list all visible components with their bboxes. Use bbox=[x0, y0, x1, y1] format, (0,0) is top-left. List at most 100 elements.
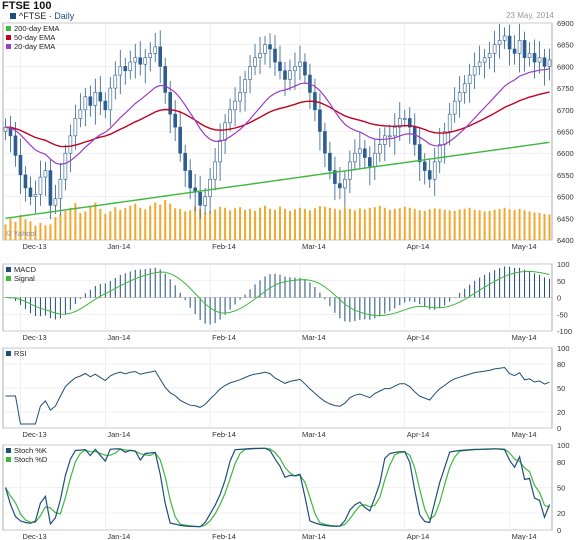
ema-20-line bbox=[5, 68, 550, 166]
candle-body bbox=[323, 131, 327, 154]
macd-ytick-label: -50 bbox=[557, 310, 568, 319]
price-ytick-label: 6550 bbox=[557, 171, 574, 180]
volume-bar bbox=[34, 225, 37, 240]
candle-body bbox=[422, 161, 427, 171]
volume-bar bbox=[278, 206, 281, 240]
rsi-legend-label: RSI bbox=[14, 349, 27, 358]
volume-bar bbox=[164, 199, 167, 240]
macd-signal-line bbox=[5, 270, 550, 317]
volume-bar bbox=[239, 207, 242, 240]
candle-body bbox=[23, 174, 28, 189]
volume-bar bbox=[328, 207, 331, 240]
candle-body bbox=[477, 61, 482, 67]
stoch-legend-label: Stoch %D bbox=[14, 455, 48, 464]
candle-body bbox=[58, 178, 63, 200]
volume-bar bbox=[333, 208, 336, 240]
candle-body bbox=[447, 113, 452, 132]
volume-bar bbox=[124, 207, 127, 240]
macd-xtick-label: Jan-14 bbox=[107, 333, 130, 342]
candle-body bbox=[38, 176, 43, 195]
candle-body bbox=[298, 61, 302, 67]
volume-bar bbox=[438, 208, 441, 240]
candle-body bbox=[248, 66, 252, 80]
volume-bar bbox=[44, 225, 47, 240]
candle-body bbox=[378, 144, 382, 154]
volume-bar bbox=[413, 208, 416, 240]
price-xtick-label: May-14 bbox=[512, 242, 537, 251]
volume-bar bbox=[378, 205, 381, 240]
volume-bar bbox=[49, 224, 52, 240]
candle-body bbox=[512, 48, 517, 54]
price-legend-label: 20-day EMA bbox=[14, 42, 55, 51]
volume-bar bbox=[19, 215, 22, 240]
candle-body bbox=[3, 126, 8, 132]
volume-bar bbox=[149, 205, 152, 240]
volume-bar bbox=[323, 206, 326, 240]
volume-bar bbox=[269, 208, 272, 240]
volume-bar bbox=[538, 212, 541, 240]
stoch-xtick-label: Feb-14 bbox=[212, 532, 236, 540]
candle-body bbox=[33, 194, 38, 197]
rsi-ytick-label: 100 bbox=[557, 344, 570, 353]
candle-body bbox=[83, 96, 88, 111]
candle-body bbox=[93, 92, 98, 106]
candle-body bbox=[472, 66, 477, 76]
rsi-xtick-label: Dec-13 bbox=[22, 430, 46, 439]
candle-body bbox=[183, 152, 187, 171]
macd-ytick-label: -100 bbox=[557, 327, 572, 336]
volume-bar bbox=[443, 209, 446, 240]
volume-bar bbox=[144, 209, 147, 240]
volume-bar bbox=[503, 207, 506, 240]
stoch-ytick-label: 100 bbox=[557, 441, 570, 450]
volume-bar bbox=[288, 210, 291, 240]
volume-bar bbox=[4, 224, 7, 240]
candle-body bbox=[128, 61, 133, 72]
stoch-xtick-label: Dec-13 bbox=[22, 532, 46, 540]
candle-body bbox=[138, 57, 143, 65]
candle-body bbox=[522, 40, 527, 59]
candle-body bbox=[288, 70, 292, 80]
candle-body bbox=[103, 100, 108, 111]
candle-body bbox=[517, 40, 522, 54]
stoch-ytick-label: 0 bbox=[557, 526, 561, 535]
stoch-xtick-label: Apr-14 bbox=[407, 532, 430, 540]
price-xtick-label: Dec-13 bbox=[22, 242, 46, 251]
candle-body bbox=[402, 118, 407, 120]
volume-bar bbox=[468, 207, 471, 240]
price-legend-label: 50-day EMA bbox=[14, 33, 55, 42]
candle-body bbox=[13, 135, 18, 156]
candle-body bbox=[153, 46, 158, 54]
volume-bar bbox=[363, 209, 366, 240]
macd-legend-label: Signal bbox=[14, 274, 35, 283]
volume-bar bbox=[423, 210, 426, 240]
candle-body bbox=[462, 83, 467, 93]
volume-bar bbox=[259, 207, 262, 240]
volume-bar bbox=[473, 209, 476, 240]
candle-body bbox=[502, 35, 507, 41]
rsi-ytick-label: 20 bbox=[557, 408, 565, 417]
price-ytick-label: 6850 bbox=[557, 41, 574, 50]
volume-bar bbox=[74, 203, 77, 240]
volume-bar bbox=[264, 205, 267, 240]
volume-bar bbox=[523, 210, 526, 240]
volume-bar bbox=[174, 208, 177, 240]
candle-body bbox=[542, 57, 547, 67]
macd-ytick-label: 50 bbox=[557, 277, 565, 286]
symbol-swatch bbox=[10, 13, 16, 19]
volume-bar bbox=[179, 208, 182, 240]
volume-bar bbox=[498, 208, 501, 240]
price-legend-swatch bbox=[6, 26, 11, 31]
price-ytick-label: 6700 bbox=[557, 106, 574, 115]
volume-bar bbox=[488, 210, 491, 240]
volume-bar bbox=[209, 211, 212, 240]
candle-body bbox=[328, 152, 332, 171]
price-xtick-label: Jan-14 bbox=[107, 242, 130, 251]
candle-body bbox=[457, 92, 462, 102]
stoch-k-line bbox=[4, 447, 551, 528]
volume-bar bbox=[134, 203, 137, 240]
rsi-line bbox=[5, 366, 550, 425]
volume-bar bbox=[398, 208, 401, 240]
volume-bar bbox=[343, 207, 346, 240]
candle-body bbox=[397, 118, 402, 128]
candle-body bbox=[368, 157, 372, 167]
